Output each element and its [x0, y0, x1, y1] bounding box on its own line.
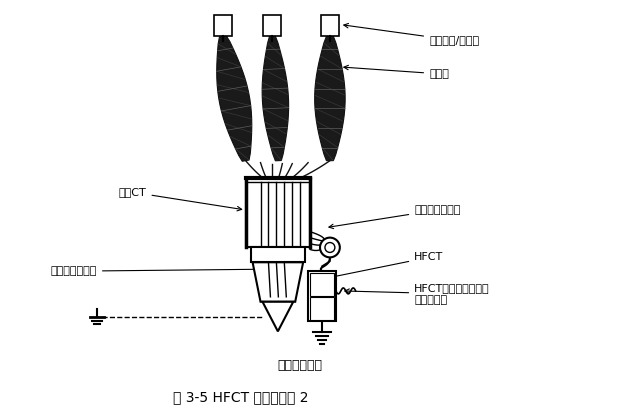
Bar	[308, 271, 336, 321]
Text: 图 3-5 HFCT 测量原理图 2: 图 3-5 HFCT 测量原理图 2	[173, 391, 308, 404]
Polygon shape	[315, 36, 345, 160]
Bar	[310, 273, 334, 296]
Bar	[321, 15, 339, 36]
Polygon shape	[262, 302, 293, 331]
Bar	[246, 178, 310, 248]
Text: 导线、绝缘层等: 导线、绝缘层等	[51, 266, 262, 276]
Bar	[310, 297, 334, 320]
Text: 电缆接地母线: 电缆接地母线	[278, 360, 323, 372]
Bar	[214, 15, 232, 36]
Text: 电缆屏蔽接地绑: 电缆屏蔽接地绑	[329, 205, 461, 229]
Text: 电缆进绑/馈绑端: 电缆进绑/馈绑端	[344, 23, 479, 45]
Circle shape	[320, 238, 340, 257]
Text: HFCT同轴电缆，连接
到监测装置: HFCT同轴电缆，连接 到监测装置	[345, 283, 490, 305]
Polygon shape	[253, 262, 303, 302]
Text: 零序CT: 零序CT	[119, 187, 242, 211]
Bar	[251, 248, 305, 262]
Polygon shape	[217, 36, 252, 161]
Circle shape	[325, 243, 335, 252]
Text: HFCT: HFCT	[326, 252, 444, 279]
Polygon shape	[262, 36, 289, 161]
Text: 电缆头: 电缆头	[344, 65, 449, 79]
Bar	[264, 15, 282, 36]
